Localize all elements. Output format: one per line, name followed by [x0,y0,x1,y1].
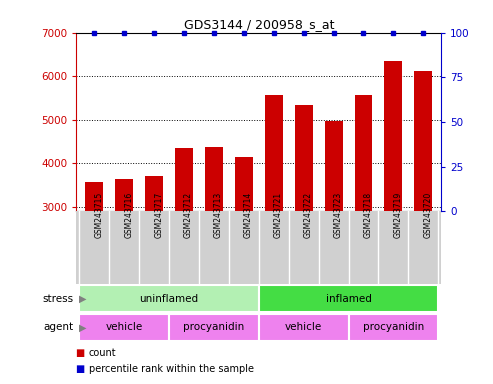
Text: ■: ■ [76,348,89,358]
Text: GSM243712: GSM243712 [184,192,193,238]
Text: count: count [89,348,116,358]
Text: uninflamed: uninflamed [140,293,199,304]
Text: GSM243717: GSM243717 [154,192,163,238]
Text: ▶: ▶ [79,293,86,304]
Text: procyanidin: procyanidin [363,322,424,333]
Text: inflamed: inflamed [325,293,371,304]
Text: vehicle: vehicle [106,322,143,333]
Bar [145,176,163,338]
Text: ▶: ▶ [79,322,86,333]
Text: stress: stress [43,293,74,304]
Bar [205,147,223,338]
Title: GDS3144 / 200958_s_at: GDS3144 / 200958_s_at [183,18,334,31]
Text: GSM243713: GSM243713 [214,192,223,238]
Bar [259,285,438,313]
Text: vehicle: vehicle [285,322,322,333]
Bar [385,61,402,338]
Text: procyanidin: procyanidin [183,322,245,333]
Bar [85,182,104,338]
Text: GSM243718: GSM243718 [363,192,373,238]
Bar [265,95,283,338]
Text: GSM243714: GSM243714 [244,192,253,238]
Text: agent: agent [44,322,74,333]
Bar [169,313,259,341]
Bar [324,121,343,338]
Text: GSM243719: GSM243719 [393,192,402,238]
Bar [79,313,169,341]
Bar [235,157,253,338]
Text: GSM243722: GSM243722 [304,192,313,238]
Text: ■: ■ [76,364,89,374]
Bar [354,95,372,338]
Bar [79,285,259,313]
Bar [295,105,313,338]
Text: percentile rank within the sample: percentile rank within the sample [89,364,254,374]
Text: GSM243720: GSM243720 [423,192,432,238]
Text: GSM243723: GSM243723 [334,192,343,238]
Bar [349,313,438,341]
Bar [259,313,349,341]
Text: GSM243721: GSM243721 [274,192,283,238]
Bar [115,179,133,338]
Bar [175,147,193,338]
Text: GSM243716: GSM243716 [124,192,133,238]
Text: GSM243715: GSM243715 [94,192,104,238]
Bar [414,71,432,338]
